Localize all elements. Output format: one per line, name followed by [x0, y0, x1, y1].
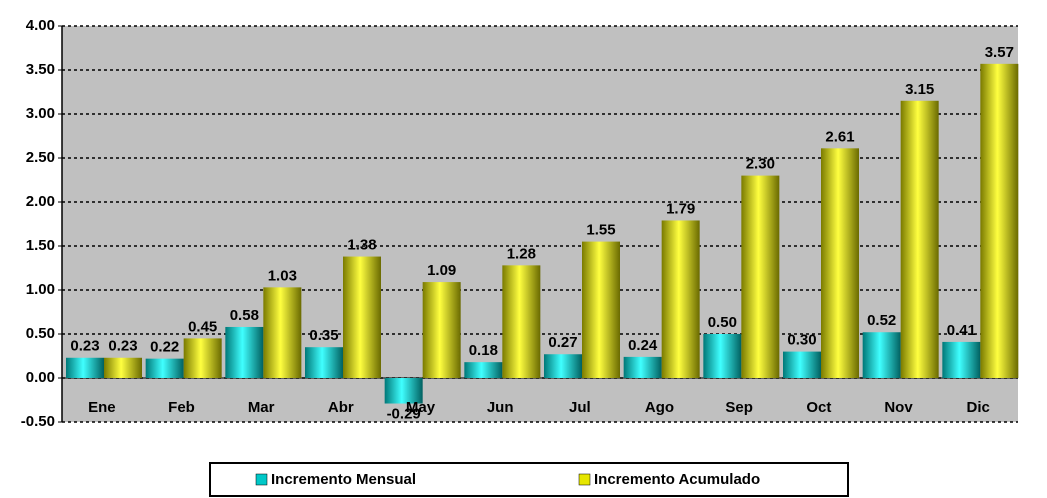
bar	[980, 63, 1019, 379]
bar	[661, 220, 700, 378]
data-label: 1.28	[507, 245, 536, 262]
bar	[343, 256, 381, 378]
bar	[582, 241, 620, 378]
data-label: 2.61	[825, 128, 854, 145]
data-label: 0.52	[867, 312, 896, 329]
x-tick-label: Oct	[806, 399, 831, 416]
bar	[225, 326, 264, 378]
legend-swatch	[255, 473, 268, 486]
y-tick-label: 3.50	[26, 61, 55, 78]
data-label: 1.09	[427, 262, 456, 279]
x-tick-label: Ago	[645, 399, 674, 416]
data-label: 1.79	[666, 200, 695, 217]
bar	[305, 347, 343, 378]
bar	[183, 338, 222, 378]
x-tick-label: Nov	[884, 399, 913, 416]
y-tick-label: 1.50	[26, 237, 55, 254]
bar	[422, 282, 461, 378]
data-label: 1.55	[586, 222, 615, 239]
bar	[464, 362, 503, 378]
bar	[900, 100, 939, 379]
bar	[741, 175, 780, 378]
x-tick-label: Sep	[725, 399, 753, 416]
y-tick-label: 3.00	[26, 105, 55, 122]
bar	[384, 378, 423, 404]
y-tick-label: 4.00	[26, 17, 55, 34]
bar	[502, 265, 541, 378]
y-tick-label: 2.50	[26, 149, 55, 166]
data-label: 0.35	[309, 327, 338, 344]
bar	[544, 354, 582, 378]
legend-label: Incremento Acumulado	[594, 471, 760, 488]
data-label: 0.18	[469, 342, 498, 359]
y-tick-label: 0.00	[26, 369, 55, 386]
data-label: 1.38	[347, 237, 376, 254]
bar	[862, 332, 901, 378]
legend	[209, 462, 849, 497]
data-label: 0.23	[108, 338, 137, 355]
y-tick-label: 0.50	[26, 325, 55, 342]
data-label: 0.30	[787, 332, 816, 349]
bar	[623, 356, 662, 378]
x-tick-label: Ene	[88, 399, 116, 416]
data-label: 0.22	[150, 339, 179, 356]
data-label: 0.58	[230, 307, 259, 324]
x-tick-label: Jul	[569, 399, 591, 416]
data-label: 0.50	[708, 314, 737, 331]
data-label: 3.57	[985, 44, 1014, 61]
bar	[942, 341, 981, 378]
data-label: -0.29	[387, 405, 421, 422]
y-tick-label: -0.50	[21, 413, 55, 430]
x-tick-label: Dic	[966, 399, 989, 416]
bar	[703, 334, 742, 378]
x-tick-label: Abr	[328, 399, 354, 416]
bar	[263, 287, 302, 378]
x-tick-label: Mar	[248, 399, 275, 416]
data-label: 0.45	[188, 318, 217, 335]
data-label: 0.27	[548, 334, 577, 351]
bar	[104, 357, 142, 378]
y-tick-label: 2.00	[26, 193, 55, 210]
data-label: 2.30	[746, 156, 775, 173]
data-label: 1.03	[268, 267, 297, 284]
bar	[783, 351, 821, 378]
y-tick-label: 1.00	[26, 281, 55, 298]
legend-swatch	[578, 473, 591, 486]
legend-label: Incremento Mensual	[271, 471, 416, 488]
x-tick-label: Feb	[168, 399, 195, 416]
bar	[821, 148, 859, 378]
x-tick-label: May	[406, 399, 436, 416]
bar	[66, 357, 104, 378]
data-label: 0.23	[70, 338, 99, 355]
x-tick-label: Jun	[487, 399, 514, 416]
data-label: 0.24	[628, 337, 658, 354]
data-label: 0.41	[947, 322, 976, 339]
bar	[145, 358, 184, 378]
data-label: 3.15	[905, 81, 934, 98]
